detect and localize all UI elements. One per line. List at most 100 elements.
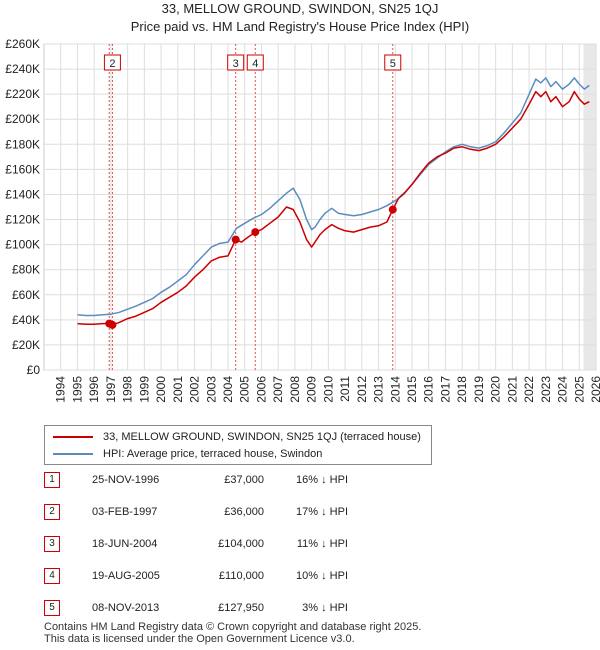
footer-copyright: Contains HM Land Registry data © Crown c… <box>44 621 422 633</box>
y-tick-label: £200K <box>5 112 40 126</box>
table-row: 4 19-AUG-2005 £110,000 10% ↓ HPI <box>44 568 404 586</box>
y-tick-label: £220K <box>5 87 40 101</box>
x-tick-label: 2006 <box>254 376 268 403</box>
sale-hpi-diff: 16% ↓ HPI <box>296 474 348 486</box>
x-tick-label: 2004 <box>221 376 235 403</box>
sale-marker-label: 5 <box>390 58 396 70</box>
sale-date: 03-FEB-1997 <box>92 506 158 518</box>
x-tick-label: 2015 <box>405 376 419 403</box>
y-tick-label: £0 <box>27 363 41 377</box>
sale-marker-label: 3 <box>233 58 239 70</box>
sale-date: 08-NOV-2013 <box>92 602 160 614</box>
x-tick-label: 1999 <box>137 376 151 403</box>
series-line-hpi <box>77 77 590 317</box>
x-tick-label: 2000 <box>154 376 168 403</box>
price-chart: £0 £20K £40K £60K £80K £100K £120K £140K £160K £1… <box>5 37 600 403</box>
x-tick-label: 2002 <box>188 376 202 403</box>
sale-hpi-diff: 11% ↓ HPI <box>296 538 348 550</box>
x-tick-label: 2012 <box>355 376 369 403</box>
sale-hpi-diff: 3% ↓ HPI <box>302 602 348 614</box>
sale-price: £104,000 <box>218 538 264 550</box>
x-tick-label: 2009 <box>305 376 319 403</box>
sale-point <box>108 320 117 329</box>
y-tick-label: £160K <box>5 162 40 176</box>
x-tick-label: 2019 <box>472 376 486 403</box>
y-tick-label: £100K <box>5 238 40 252</box>
x-tick-label: 2023 <box>539 376 553 403</box>
x-tick-label: 2010 <box>321 376 335 403</box>
table-row: 3 18-JUN-2004 £104,000 11% ↓ HPI <box>44 536 404 554</box>
x-tick-label: 2001 <box>171 376 185 403</box>
sale-number-badge: 3 <box>44 536 60 552</box>
x-tick-label: 2008 <box>288 376 302 403</box>
table-row: 2 03-FEB-1997 £36,000 17% ↓ HPI <box>44 504 404 522</box>
y-tick-label: £140K <box>5 187 40 201</box>
x-tick-label: 2018 <box>455 376 469 403</box>
sale-date: 25-NOV-1996 <box>92 474 160 486</box>
x-tick-label: 2005 <box>238 376 252 403</box>
sale-date: 18-JUN-2004 <box>92 538 158 550</box>
sale-number-badge: 4 <box>44 568 60 584</box>
sale-price: £36,000 <box>224 506 264 518</box>
sale-marker-label: 4 <box>252 58 258 70</box>
x-tick-label: 2021 <box>505 376 519 403</box>
y-tick-label: £120K <box>5 213 40 227</box>
chart-title: 33, MELLOW GROUND, SWINDON, SN25 1QJ <box>161 1 439 16</box>
x-tick-label: 2016 <box>422 376 436 403</box>
x-tick-label: 2024 <box>556 376 570 403</box>
sale-point <box>388 205 397 214</box>
x-tick-label: 1996 <box>87 376 101 403</box>
sale-price: £127,950 <box>218 602 264 614</box>
sale-marker-box <box>384 54 402 71</box>
x-tick-label: 2025 <box>572 376 586 403</box>
table-row: 1 25-NOV-1996 £37,000 16% ↓ HPI <box>44 472 404 490</box>
y-tick-label: £40K <box>12 313 40 327</box>
x-tick-label: 2003 <box>204 376 218 403</box>
y-tick-label: £60K <box>12 288 40 302</box>
sale-marker-box <box>246 54 264 71</box>
legend-item-hpi: HPI: Average price, terraced house, Swin… <box>53 446 322 462</box>
legend-swatch-hpi <box>53 453 93 455</box>
sale-number-badge: 2 <box>44 504 60 520</box>
x-tick-label: 1997 <box>104 376 118 403</box>
legend-item-property: 33, MELLOW GROUND, SWINDON, SN25 1QJ (te… <box>53 429 421 445</box>
sale-hpi-diff: 17% ↓ HPI <box>296 506 348 518</box>
chart-legend: 33, MELLOW GROUND, SWINDON, SN25 1QJ (te… <box>44 425 432 465</box>
table-row: 5 08-NOV-2013 £127,950 3% ↓ HPI <box>44 600 404 618</box>
sale-hpi-diff: 10% ↓ HPI <box>296 570 348 582</box>
y-tick-label: £20K <box>12 338 40 352</box>
sale-marker-box <box>103 54 121 71</box>
sale-point <box>231 235 240 244</box>
sale-marker-box <box>227 54 245 71</box>
legend-swatch-property <box>53 436 93 438</box>
y-tick-label: £180K <box>5 137 40 151</box>
footer-license: This data is licensed under the Open Gov… <box>44 633 355 645</box>
sale-point <box>251 228 260 237</box>
x-tick-label: 2014 <box>388 376 402 403</box>
forecast-shade <box>583 44 596 370</box>
x-tick-label: 2017 <box>438 376 452 403</box>
sale-price: £37,000 <box>224 474 264 486</box>
x-tick-label: 2011 <box>338 376 352 402</box>
series-line-property <box>77 90 590 326</box>
x-tick-label: 1998 <box>121 376 135 403</box>
x-tick-label: 2007 <box>271 376 285 403</box>
sale-price: £110,000 <box>218 570 264 582</box>
x-tick-label: 1995 <box>70 376 84 403</box>
y-tick-label: £260K <box>5 37 40 51</box>
sale-number-badge: 5 <box>44 600 60 616</box>
legend-label-hpi: HPI: Average price, terraced house, Swin… <box>103 448 323 460</box>
sale-number-badge: 1 <box>44 472 60 488</box>
sale-marker-label: 2 <box>109 58 115 70</box>
footer-attribution: Contains HM Land Registry data © Crown c… <box>44 621 421 645</box>
chart-subtitle: Price paid vs. HM Land Registry's House … <box>130 19 470 34</box>
x-tick-label: 1994 <box>54 376 68 403</box>
x-tick-label: 2020 <box>489 376 503 403</box>
x-tick-label: 2013 <box>372 376 386 403</box>
legend-label-property: 33, MELLOW GROUND, SWINDON, SN25 1QJ (te… <box>103 431 421 443</box>
x-tick-label: 2026 <box>589 376 600 403</box>
y-tick-label: £240K <box>5 62 40 76</box>
x-tick-label: 2022 <box>522 376 536 403</box>
y-tick-label: £80K <box>12 263 40 277</box>
sale-date: 19-AUG-2005 <box>92 570 160 582</box>
